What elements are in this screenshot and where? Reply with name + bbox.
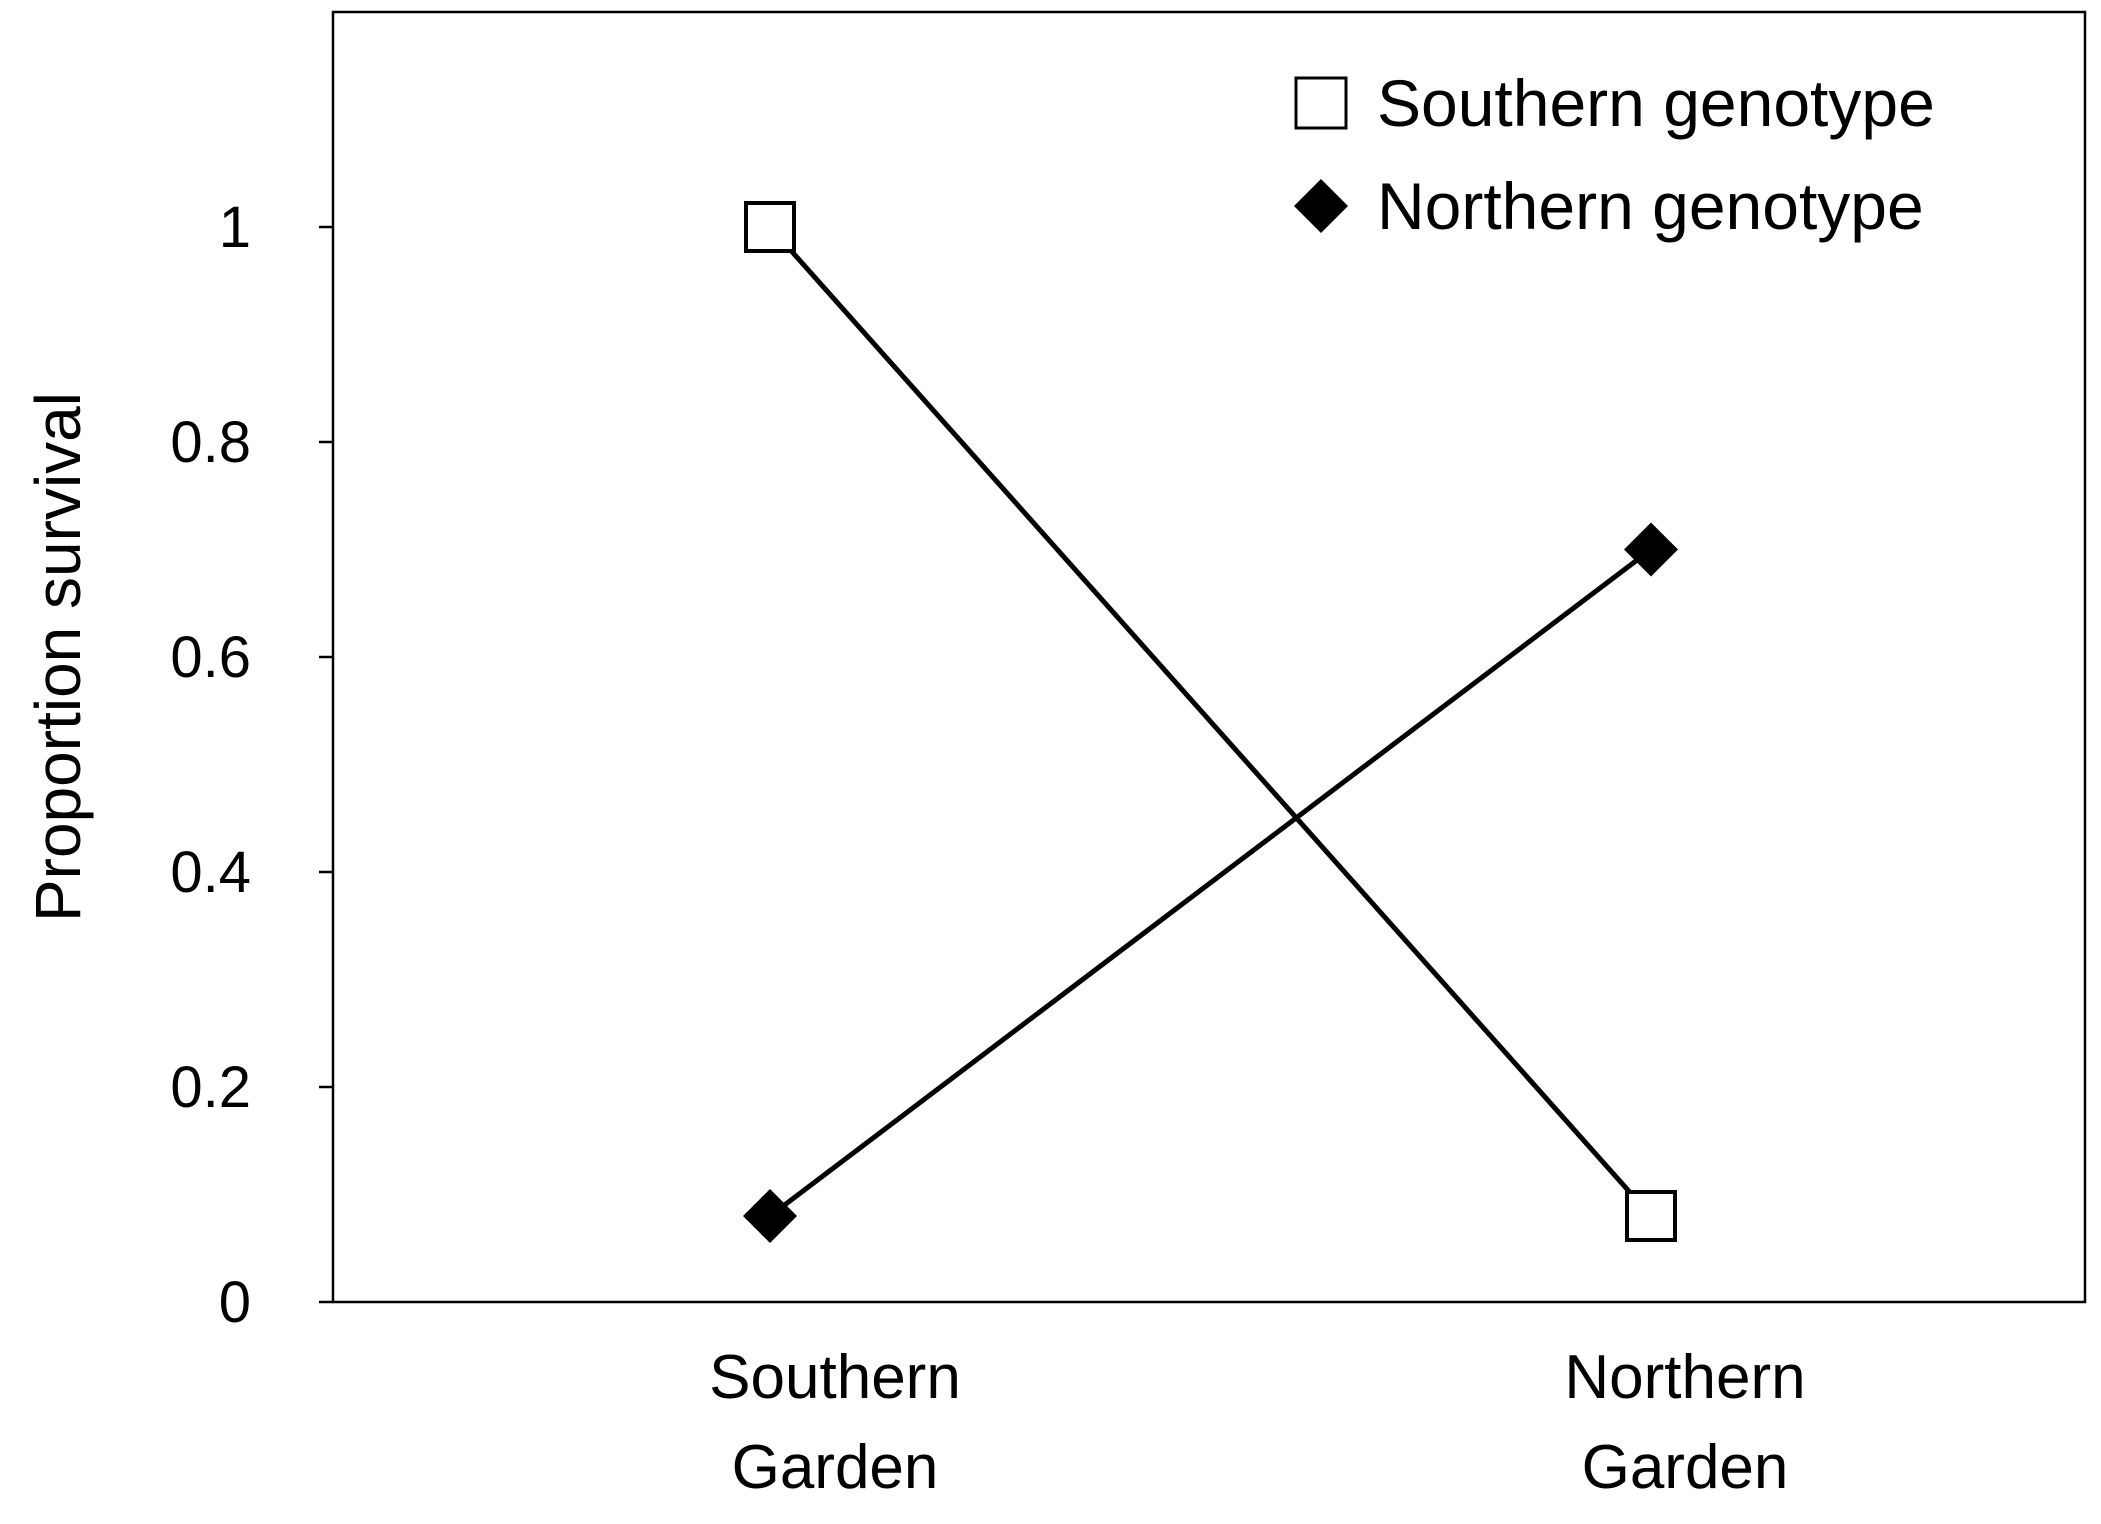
legend: Southern genotype Northern genotype (1294, 66, 1935, 243)
data-point-square (1625, 1190, 1677, 1242)
legend-marker-diamond (1294, 179, 1348, 233)
legend-label: Southern genotype (1377, 66, 1935, 140)
y-tick-label: 0.6 (170, 625, 251, 690)
series-line (768, 547, 1653, 1218)
y-tick-label: 0.2 (170, 1055, 251, 1120)
series-line (768, 225, 1653, 1218)
data-point-diamond (1624, 522, 1678, 577)
y-tick-label: 0 (219, 1270, 251, 1335)
y-tick-label: 0.4 (170, 840, 251, 905)
y-tick-label: 0.8 (170, 410, 251, 475)
x-category-label: Southern Garden (709, 1343, 961, 1502)
data-point-diamond (743, 1189, 797, 1243)
series-group (743, 201, 1678, 1243)
x-axis: Southern Garden Northern Garden (709, 1343, 1805, 1502)
data-point-square (744, 201, 796, 253)
legend-label: Northern genotype (1377, 169, 1924, 243)
y-axis: 0 0.2 0.4 0.6 0.8 1 (170, 195, 333, 1335)
y-axis-label: Proportion survival (22, 392, 94, 922)
x-category-label: Northern Garden (1564, 1343, 1805, 1502)
y-tick-label: 1 (219, 195, 251, 260)
legend-marker-square (1294, 76, 1348, 130)
